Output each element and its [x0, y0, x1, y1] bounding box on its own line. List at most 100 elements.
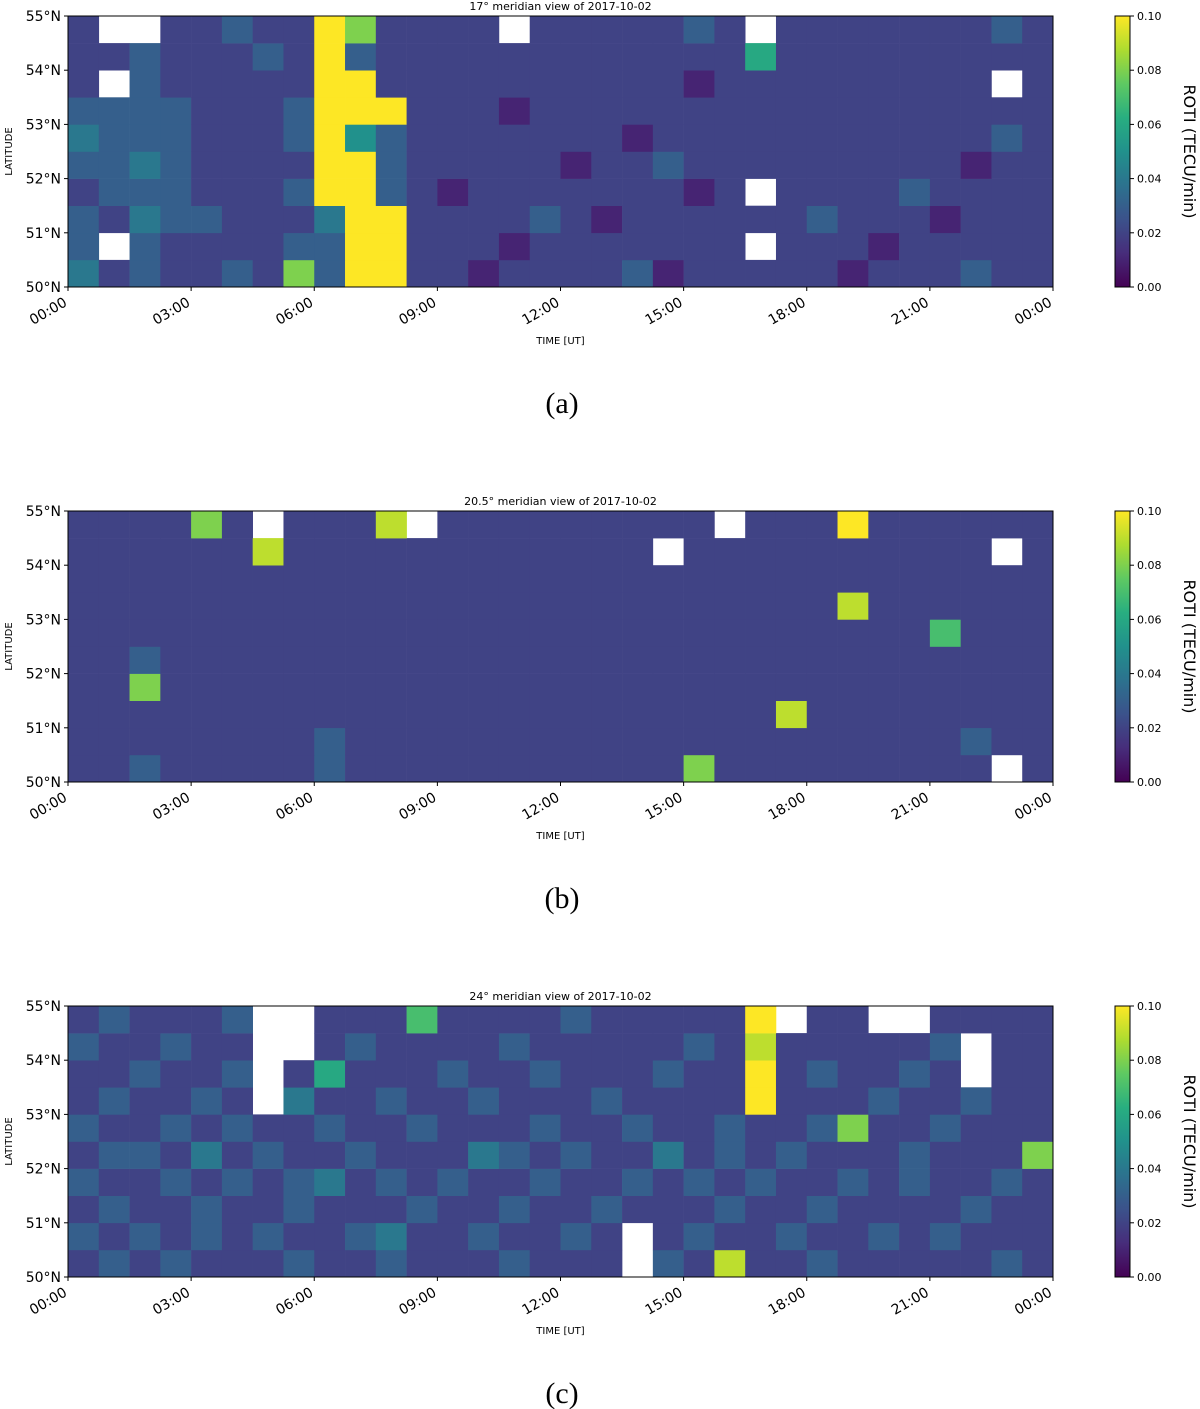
heatmap-cell	[468, 1249, 500, 1278]
heatmap-cell	[345, 124, 377, 152]
heatmap-cell	[160, 565, 192, 593]
heatmap-cell	[683, 511, 715, 539]
heatmap-cell	[775, 1168, 808, 1196]
heatmap-cell	[191, 259, 223, 288]
heatmap-cell	[837, 1141, 869, 1169]
heatmap-cell	[560, 1195, 592, 1224]
heatmap-cell	[806, 97, 838, 125]
colorbar-tick-label: 0.04	[1137, 668, 1162, 681]
heatmap-cell	[406, 565, 438, 593]
heatmap-cell	[529, 43, 561, 71]
heatmap-cell	[683, 700, 715, 729]
heatmap-cell	[991, 97, 1023, 125]
heatmap-cell	[929, 673, 961, 701]
heatmap-cell	[191, 97, 223, 125]
heatmap-cell	[498, 259, 531, 288]
heatmap-cell	[683, 1222, 715, 1251]
heatmap-cell	[929, 205, 961, 234]
heatmap-cell	[68, 1033, 100, 1061]
heatmap-cell	[929, 151, 961, 179]
heatmap-cell	[1022, 538, 1054, 566]
heatmap-cell	[960, 70, 992, 98]
heatmap-cell	[591, 70, 623, 98]
heatmap-cell	[560, 124, 592, 152]
heatmap-cell	[160, 1060, 192, 1088]
heatmap-cell	[406, 1249, 438, 1278]
heatmap-cell	[160, 232, 192, 261]
heatmap-cell	[345, 1195, 377, 1224]
heatmap-cell	[622, 1087, 654, 1115]
heatmap-cell	[991, 511, 1023, 539]
heatmap-cell	[560, 1249, 592, 1278]
heatmap-cell	[960, 727, 992, 756]
heatmap-cell	[591, 1141, 623, 1169]
heatmap-cell	[252, 700, 284, 729]
heatmap-cell	[560, 70, 592, 98]
heatmap-cell	[622, 592, 654, 620]
heatmap-cell	[622, 97, 654, 125]
heatmap-cell	[899, 205, 931, 234]
heatmap-cell	[560, 727, 592, 756]
heatmap-cell	[498, 673, 531, 701]
heatmap-cell	[591, 1033, 623, 1061]
heatmap-cell	[622, 1168, 654, 1196]
heatmap-cell	[221, 232, 253, 261]
heatmap-cell	[899, 43, 931, 71]
heatmap-cell	[375, 538, 407, 566]
heatmap-cell	[375, 592, 407, 620]
x-tick-label: 06:00	[273, 790, 316, 824]
heatmap-cell	[221, 1141, 253, 1169]
heatmap-cell	[160, 178, 192, 206]
colorbar-tick-label: 0.00	[1137, 776, 1162, 789]
heatmap-cell	[498, 538, 531, 566]
heatmap-cell	[652, 673, 684, 701]
heatmap-cell	[221, 592, 253, 620]
heatmap-cell	[929, 1087, 961, 1115]
heatmap-cell	[960, 43, 992, 71]
heatmap-cell	[560, 16, 592, 44]
heatmap-cell	[98, 205, 130, 234]
heatmap-cell	[283, 97, 315, 125]
heatmap-cell	[375, 1087, 407, 1115]
heatmap-cell	[252, 124, 284, 152]
heatmap-cell	[314, 1141, 346, 1169]
heatmap-cell	[529, 70, 561, 98]
heatmap-cell	[622, 673, 654, 701]
heatmap-cell	[68, 1249, 100, 1278]
x-tick-label: 03:00	[150, 1285, 193, 1319]
heatmap-cell	[745, 673, 777, 701]
y-tick-label: 53°N	[26, 117, 61, 133]
heatmap-cell	[868, 178, 900, 206]
heatmap-cell	[252, 727, 284, 756]
heatmap-cell	[960, 1087, 992, 1115]
heatmap-cell	[129, 1168, 161, 1196]
heatmap-cell	[191, 565, 223, 593]
heatmap-cell	[899, 97, 931, 125]
heatmap-cell	[806, 124, 838, 152]
heatmap-cell	[1022, 592, 1054, 620]
heatmap-cell	[252, 1222, 284, 1251]
heatmap-cell	[837, 70, 869, 98]
heatmap-cell	[221, 97, 253, 125]
heatmap-cell	[283, 1168, 315, 1196]
heatmap-cell	[560, 43, 592, 71]
heatmap-cell	[68, 565, 100, 593]
heatmap-cell	[468, 1006, 500, 1034]
heatmap-cell	[806, 232, 838, 261]
heatmap-cell	[714, 1195, 746, 1224]
heatmap-cell	[345, 619, 377, 647]
heatmap-cell	[314, 673, 346, 701]
heatmap-cell	[960, 1006, 992, 1034]
heatmap-cell	[1022, 1087, 1054, 1115]
y-tick-label: 54°N	[26, 63, 61, 79]
heatmap-cell	[160, 538, 192, 566]
heatmap-cell	[960, 592, 992, 620]
heatmap-cell	[252, 232, 284, 261]
x-tick-label: 18:00	[766, 1285, 809, 1319]
heatmap-cell	[498, 1114, 531, 1142]
heatmap-cell	[591, 700, 623, 729]
heatmap-cell	[191, 205, 223, 234]
heatmap-cell	[960, 1249, 992, 1278]
heatmap-cell	[1022, 646, 1054, 674]
